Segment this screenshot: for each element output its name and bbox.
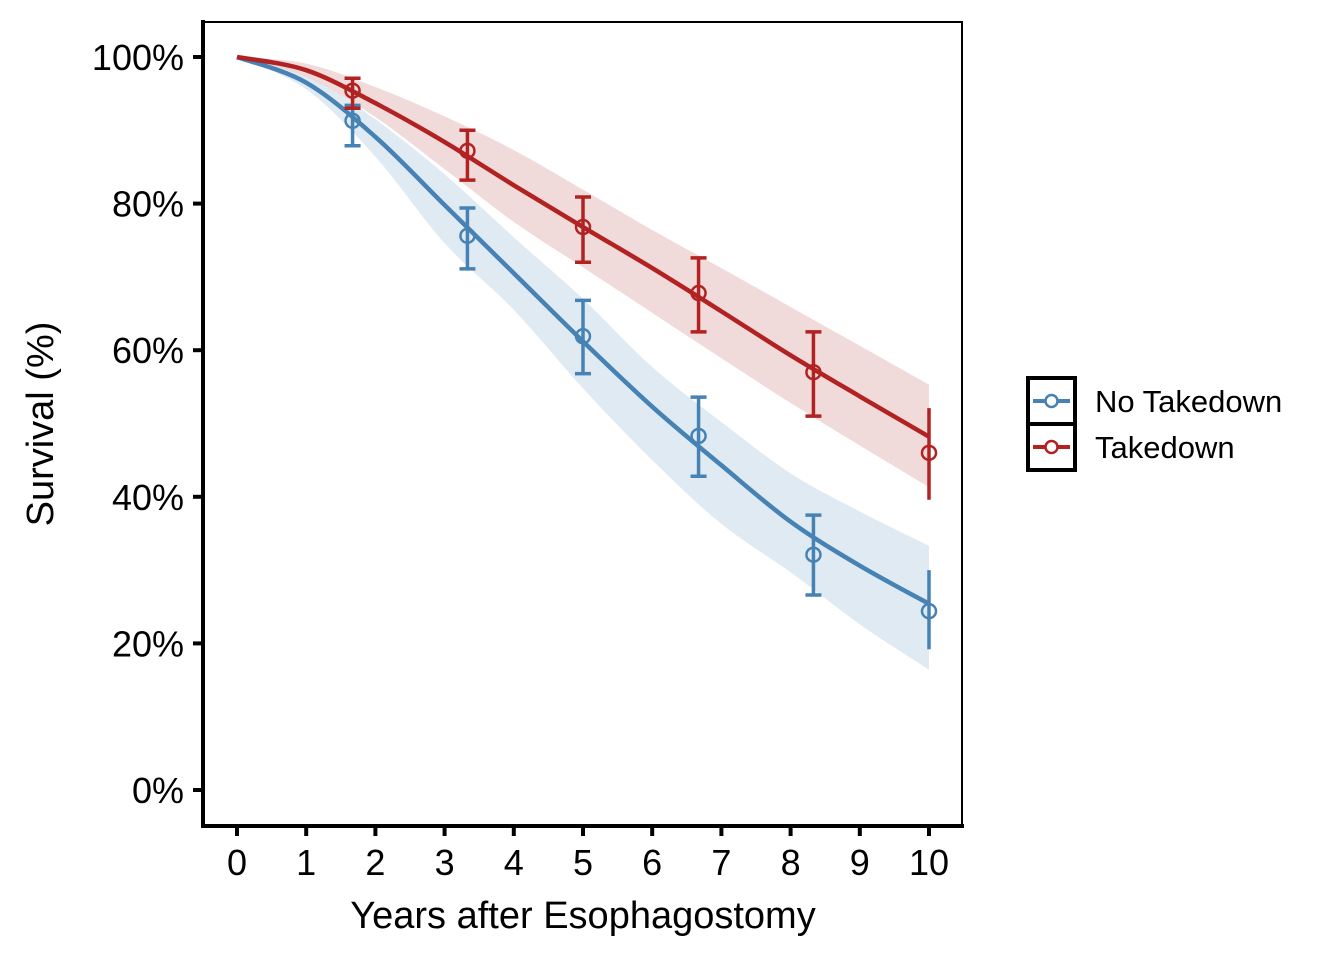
data-point-no-takedown [459, 227, 476, 245]
x-tick-label: 0 [227, 842, 247, 883]
y-tick-label: 100% [92, 37, 184, 78]
data-point-no-takedown [690, 427, 707, 445]
x-tick-label: 2 [365, 842, 385, 883]
data-point-takedown [459, 142, 476, 160]
confidence-band-takedown [237, 57, 929, 488]
data-point-no-takedown [574, 328, 592, 345]
data-point-no-takedown [920, 602, 938, 620]
x-axis-title: Years after Esophagostomy [350, 895, 815, 937]
y-tick-label: 0% [132, 770, 184, 811]
x-axis-ticks: 0 1 2 3 4 5 6 7 8 9 10 [227, 826, 949, 883]
x-tick-label: 7 [711, 842, 731, 883]
x-tick-label: 10 [909, 842, 949, 883]
x-tick-label: 6 [642, 842, 662, 883]
y-tick-label: 80% [112, 184, 184, 225]
x-tick-label: 3 [435, 842, 455, 883]
data-point-no-takedown [344, 112, 361, 130]
error-bars [344, 76, 931, 650]
x-tick-label: 8 [781, 842, 801, 883]
y-axis-ticks: 0% 20% 40% 60% 80% 100% [92, 37, 203, 811]
legend: No Takedown Takedown [1026, 376, 1282, 472]
data-point-takedown [920, 444, 938, 462]
legend-marker-takedown [1044, 439, 1059, 455]
y-tick-label: 60% [112, 330, 184, 371]
y-tick-label: 40% [112, 477, 184, 518]
legend-marker-no-takedown [1044, 393, 1059, 409]
x-tick-label: 1 [296, 842, 316, 883]
data-point-takedown [344, 82, 361, 99]
y-axis-title: Survival (%) [20, 322, 62, 527]
x-tick-label: 9 [850, 842, 870, 883]
data-point-takedown [690, 284, 707, 302]
x-tick-label: 4 [504, 842, 524, 883]
y-tick-label: 20% [112, 623, 184, 664]
legend-label-no-takedown: No Takedown [1095, 384, 1282, 419]
data-point-takedown [805, 363, 822, 381]
data-point-takedown [574, 218, 592, 236]
x-tick-label: 5 [573, 842, 593, 883]
observed-points [344, 82, 938, 620]
data-point-no-takedown [805, 546, 822, 563]
legend-label-takedown: Takedown [1095, 430, 1235, 465]
